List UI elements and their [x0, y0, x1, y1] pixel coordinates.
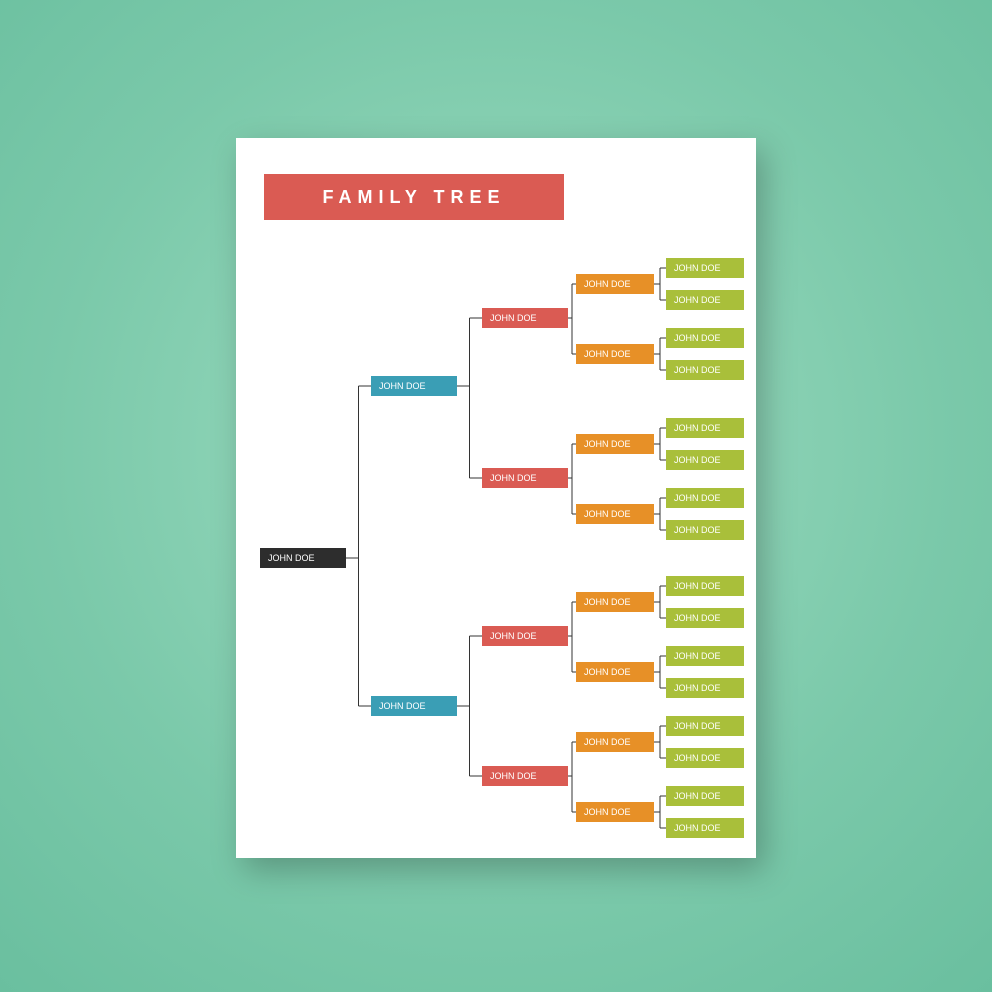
tree-node-level0: JOHN DOE: [260, 548, 346, 568]
tree-node-label: JOHN DOE: [584, 807, 631, 817]
tree-node-label: JOHN DOE: [674, 753, 721, 763]
tree-node-label: JOHN DOE: [674, 455, 721, 465]
tree-node-level3: JOHN DOE: [576, 732, 654, 752]
tree-connector: [346, 386, 371, 706]
tree-node-label: JOHN DOE: [490, 473, 537, 483]
tree-node-level2: JOHN DOE: [482, 468, 568, 488]
tree-connector: [654, 498, 666, 530]
tree-node-level3: JOHN DOE: [576, 344, 654, 364]
tree-node-label: JOHN DOE: [674, 263, 721, 273]
tree-node-label: JOHN DOE: [674, 525, 721, 535]
tree-connector: [654, 726, 666, 758]
tree-connector: [568, 444, 576, 514]
tree-node-label: JOHN DOE: [674, 295, 721, 305]
tree-node-level4: JOHN DOE: [666, 818, 744, 838]
tree-connector: [654, 796, 666, 828]
tree-node-label: JOHN DOE: [584, 597, 631, 607]
tree-node-level4: JOHN DOE: [666, 258, 744, 278]
tree-node-level3: JOHN DOE: [576, 592, 654, 612]
tree-node-label: JOHN DOE: [584, 737, 631, 747]
tree-node-level1: JOHN DOE: [371, 696, 457, 716]
tree-node-label: JOHN DOE: [674, 791, 721, 801]
tree-connector: [568, 742, 576, 812]
tree-node-level4: JOHN DOE: [666, 646, 744, 666]
tree-node-level4: JOHN DOE: [666, 576, 744, 596]
tree-node-level3: JOHN DOE: [576, 802, 654, 822]
tree-node-level4: JOHN DOE: [666, 786, 744, 806]
tree-node-label: JOHN DOE: [674, 581, 721, 591]
tree-connector: [568, 602, 576, 672]
tree-node-level2: JOHN DOE: [482, 766, 568, 786]
tree-node-level3: JOHN DOE: [576, 504, 654, 524]
tree-node-level4: JOHN DOE: [666, 488, 744, 508]
tree-node-level3: JOHN DOE: [576, 662, 654, 682]
tree-node-label: JOHN DOE: [379, 381, 426, 391]
tree-node-label: JOHN DOE: [268, 553, 315, 563]
tree-node-level2: JOHN DOE: [482, 626, 568, 646]
tree-connector: [654, 338, 666, 370]
tree-node-label: JOHN DOE: [490, 313, 537, 323]
tree-node-level4: JOHN DOE: [666, 608, 744, 628]
tree-node-level4: JOHN DOE: [666, 328, 744, 348]
tree-node-label: JOHN DOE: [584, 509, 631, 519]
tree-node-level3: JOHN DOE: [576, 274, 654, 294]
tree-connector: [654, 656, 666, 688]
tree-connector: [568, 284, 576, 354]
tree-node-level4: JOHN DOE: [666, 290, 744, 310]
tree-node-label: JOHN DOE: [674, 333, 721, 343]
tree-node-level4: JOHN DOE: [666, 678, 744, 698]
tree-node-label: JOHN DOE: [674, 823, 721, 833]
tree-connector: [654, 586, 666, 618]
background: FAMILY TREE JOHN DOEJOHN DOEJOHN DOEJOHN…: [0, 0, 992, 992]
tree-node-label: JOHN DOE: [584, 349, 631, 359]
tree-node-label: JOHN DOE: [674, 683, 721, 693]
document-page: FAMILY TREE JOHN DOEJOHN DOEJOHN DOEJOHN…: [236, 138, 756, 858]
tree-node-level4: JOHN DOE: [666, 748, 744, 768]
tree-connector: [654, 428, 666, 460]
tree-node-label: JOHN DOE: [379, 701, 426, 711]
tree-connector: [457, 318, 482, 478]
tree-connector: [654, 268, 666, 300]
tree-node-level1: JOHN DOE: [371, 376, 457, 396]
tree-node-label: JOHN DOE: [674, 613, 721, 623]
tree-node-level3: JOHN DOE: [576, 434, 654, 454]
tree-node-label: JOHN DOE: [674, 651, 721, 661]
tree-node-label: JOHN DOE: [584, 439, 631, 449]
tree-node-level4: JOHN DOE: [666, 450, 744, 470]
tree-node-level4: JOHN DOE: [666, 716, 744, 736]
tree-node-label: JOHN DOE: [674, 493, 721, 503]
tree-node-label: JOHN DOE: [584, 667, 631, 677]
tree-node-level2: JOHN DOE: [482, 308, 568, 328]
tree-connector: [457, 636, 482, 776]
tree-node-label: JOHN DOE: [674, 365, 721, 375]
tree-node-level4: JOHN DOE: [666, 360, 744, 380]
tree-node-label: JOHN DOE: [674, 721, 721, 731]
tree-node-label: JOHN DOE: [490, 631, 537, 641]
tree-node-label: JOHN DOE: [490, 771, 537, 781]
tree-node-level4: JOHN DOE: [666, 418, 744, 438]
tree-node-label: JOHN DOE: [584, 279, 631, 289]
tree-node-level4: JOHN DOE: [666, 520, 744, 540]
tree-node-label: JOHN DOE: [674, 423, 721, 433]
